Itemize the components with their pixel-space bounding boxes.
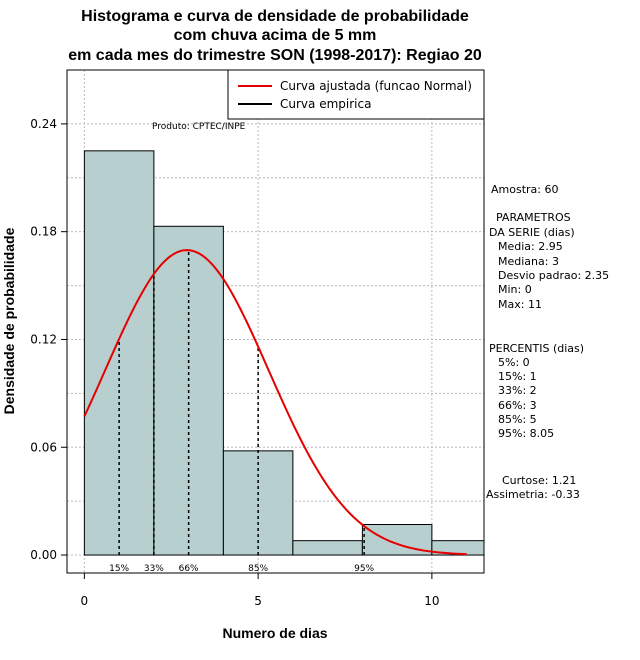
stat-assimetria: Assimetria: -0.33 bbox=[486, 488, 580, 501]
histogram-bar-2 bbox=[222, 450, 294, 556]
x-tick-label-2: 10 bbox=[424, 594, 439, 608]
legend: Curva ajustada (funcao Normal) Curva emp… bbox=[227, 69, 485, 120]
x-tick-label-0: 0 bbox=[81, 594, 89, 608]
x-tick-label-1: 5 bbox=[254, 594, 262, 608]
stat-p66: 66%: 3 bbox=[498, 399, 537, 412]
stat-curtose: Curtose: 1.21 bbox=[502, 474, 576, 487]
chart-title-line-3: em cada mes do trimestre SON (1998-2017)… bbox=[68, 47, 482, 64]
stat-media: Media: 2.95 bbox=[498, 240, 563, 253]
statistics-panel: Amostra: 60 PARAMETROS DA SERIE (dias) M… bbox=[486, 183, 609, 501]
produto-annotation: Produto: CPTEC/INPE bbox=[152, 122, 246, 132]
stat-desvio: Desvio padrao: 2.35 bbox=[498, 269, 609, 282]
chart-title-line-2: com chuva acima de 5 mm bbox=[174, 27, 377, 44]
percentile-label-0: 15% bbox=[109, 564, 129, 574]
chart-title-line-1: Histograma e curva de densidade de proba… bbox=[81, 8, 469, 25]
percentile-label-4: 95% bbox=[354, 564, 374, 574]
percentile-label-1: 33% bbox=[144, 564, 164, 574]
legend-label-normal: Curva ajustada (funcao Normal) bbox=[280, 79, 472, 93]
normal-fit-curve bbox=[83, 249, 467, 556]
stat-parametros-title-2: DA SERIE (dias) bbox=[489, 226, 575, 239]
histogram-bar-3 bbox=[292, 540, 363, 556]
stat-p95: 95%: 8.05 bbox=[498, 427, 554, 440]
y-axis: 0.00 0.06 0.12 0.18 0.24 bbox=[30, 117, 68, 562]
stat-p33: 33%: 2 bbox=[498, 384, 537, 397]
stat-percentis-title: PERCENTIS (dias) bbox=[489, 342, 584, 355]
legend-label-empirical: Curva empirica bbox=[280, 97, 371, 111]
legend-box bbox=[227, 69, 485, 120]
y-axis-title: Densidade de probabilidade bbox=[1, 227, 17, 414]
histogram-bars bbox=[83, 150, 485, 556]
stat-amostra: Amostra: 60 bbox=[491, 183, 558, 196]
y-tick-label-3: 0.18 bbox=[30, 225, 57, 239]
x-axis-title: Numero de dias bbox=[222, 625, 327, 641]
stat-p5: 5%: 0 bbox=[498, 356, 530, 369]
percentile-label-2: 66% bbox=[179, 564, 199, 574]
y-tick-label-4: 0.24 bbox=[30, 117, 57, 131]
x-axis: 0 5 10 bbox=[81, 572, 440, 608]
stat-mediana: Mediana: 3 bbox=[498, 255, 559, 268]
stat-parametros-title-1: PARAMETROS bbox=[496, 211, 571, 224]
stat-min: Min: 0 bbox=[498, 283, 532, 296]
percentile-markers: 15% 33% 66% 85% 95% bbox=[109, 250, 375, 574]
y-tick-label-1: 0.06 bbox=[30, 440, 57, 454]
stat-max: Max: 11 bbox=[498, 298, 542, 311]
percentile-label-3: 85% bbox=[248, 564, 268, 574]
stat-p85: 85%: 5 bbox=[498, 413, 537, 426]
y-tick-label-0: 0.00 bbox=[30, 548, 57, 562]
y-tick-label-2: 0.12 bbox=[30, 332, 57, 346]
stat-p15: 15%: 1 bbox=[498, 370, 537, 383]
